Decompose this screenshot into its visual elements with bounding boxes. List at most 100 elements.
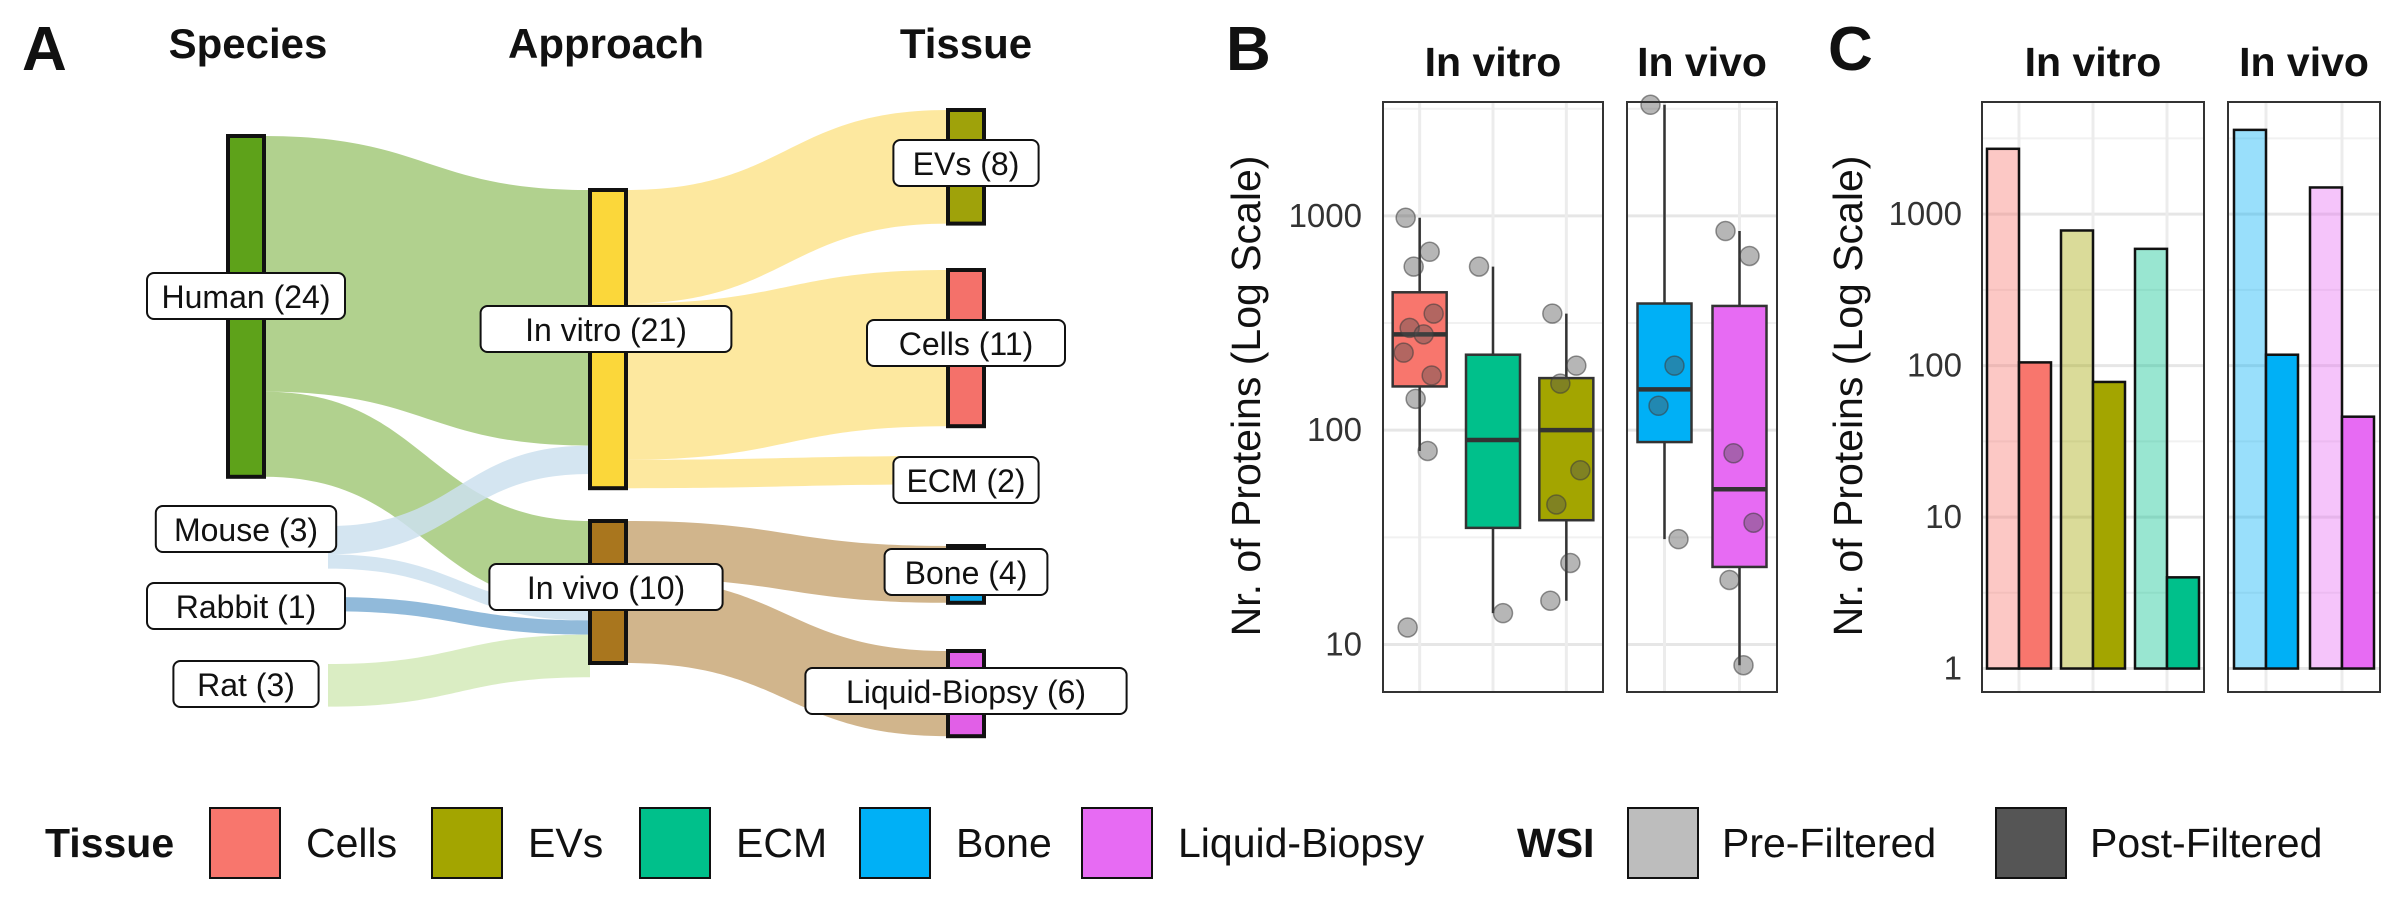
b-data-point [1715,220,1736,242]
b-data-point [1393,342,1414,363]
sankey-link-invitro-ecm [626,456,952,489]
b-data-point [1566,355,1587,376]
b-facet-frame [1382,101,1604,693]
c-bar-post-filtered [2264,353,2300,670]
b-box-body [1711,304,1768,569]
b-y-tick-100: 100 [1307,411,1362,448]
sankey-link-invivo-bone [626,521,948,603]
legend-item-liquid-biopsy: Liquid-Biopsy [1081,807,1425,879]
b-box-bone [1636,94,1693,550]
b-facet-title: In vitro [1425,39,1562,85]
legend-swatch-ecm [639,807,711,879]
legend-item-ecm: ECM [639,807,827,879]
legend-label-ecm: ECM [736,820,827,866]
bar-content: 1 10 100 1000 In vitro In vivo [1889,39,2381,693]
b-data-point [1492,602,1514,624]
b-data-point [1540,590,1561,611]
sankey-label-invitro: In vitro (21) [479,305,733,353]
c-facet-in-vivo: In vivo [2227,39,2381,693]
sankey-link-rat-invivo [328,634,590,707]
sankey-label-text-evs: EVs (8) [913,146,1020,182]
b-data-point [1560,552,1581,574]
sankey-label-box-bone [883,548,1049,596]
boxplot-content: 10 100 1000 In vitro In vivo [1289,39,1778,693]
b-data-point [1648,395,1669,417]
c-y-tick-10: 10 [1925,498,1962,535]
b-data-point [1468,256,1490,277]
c-bar-pre-filtered [1985,147,2021,670]
c-facet-in-vitro: In vitro [1981,39,2205,693]
legend-swatch-cells [209,807,281,879]
sankey-label-text-bone: Bone (4) [905,555,1028,591]
legend-label-bone: Bone [956,820,1052,866]
sankey-label-evs: EVs (8) [892,139,1040,187]
b-data-point [1546,494,1567,515]
b-data-point [1423,303,1444,324]
panel-label-a: A [22,15,67,84]
c-facet-title: In vivo [2239,39,2369,85]
sankey-panel: A Species Approach Tissue Human (24) Mous… [22,15,1128,739]
sankey-label-text-rabbit: Rabbit (1) [176,589,317,625]
legend-label-evs: EVs [528,820,603,866]
b-data-point [1419,241,1440,263]
b-box-body [1538,376,1595,522]
sankey-header-tissue: Tissue [900,20,1032,67]
sankey-label-text-liquid: Liquid-Biopsy (6) [846,674,1086,710]
boxplot-panel: B Nr. of Proteins (Log Scale) 10 100 1000 I… [1223,15,1778,693]
legend-label-liquid-biopsy: Liquid-Biopsy [1178,820,1425,866]
c-bar-pre-filtered [2232,128,2268,670]
legend-swatch-bone [859,807,931,879]
sankey-label-box-cells [866,319,1066,367]
legend-swatch-evs [431,807,503,879]
c-facet-title: In vitro [2025,39,2162,85]
c-facet-frame [2227,101,2381,693]
sankey-label-liquid: Liquid-Biopsy (6) [804,667,1128,715]
b-data-point [1550,373,1571,394]
c-y-tick-100: 100 [1907,347,1962,384]
b-data-point [1413,324,1434,345]
sankey-label-text-mouse: Mouse (3) [174,512,318,548]
legend-item-post-filtered: Post-Filtered [1995,807,2322,879]
legend-swatch-liquid-biopsy [1081,807,1153,879]
b-data-point [1395,207,1416,229]
sankey-label-box-liquid [804,667,1128,715]
c-bars-evs [2059,229,2127,670]
sankey-label-invivo: In vivo (10) [488,563,724,611]
sankey-label-bone: Bone (4) [883,548,1049,596]
b-data-point [1664,355,1685,376]
c-bar-post-filtered [2340,415,2376,670]
b-data-point [1405,388,1426,410]
b-data-point [1417,440,1438,462]
b-data-point [1542,303,1563,324]
legend-item-evs: EVs [431,807,603,879]
legend-item-cells: Cells [209,807,397,879]
sankey-header-species: Species [169,20,328,67]
b-y-tick-10: 10 [1325,625,1362,662]
b-data-point [1668,528,1689,550]
b-box-liquid-biopsy [1711,220,1768,676]
b-facet-in-vivo: In vivo [1626,39,1778,693]
b-box-ecm [1464,256,1522,624]
sankey-link-human-invivo [264,391,590,607]
b-data-point [1733,654,1754,676]
sankey-label-box-rat [172,660,320,708]
c-bars-cells [1985,147,2053,670]
c-bars-ecm [2133,247,2201,670]
sankey-link-human-invitro [264,136,590,446]
c-bar-pre-filtered [2308,186,2344,670]
sankey-labels: Human (24) Mouse (3) Rabbit (1) Rat (3) In v… [146,139,1128,715]
b-box-body [1636,302,1693,444]
sankey-header-approach: Approach [508,20,704,67]
legend: Tissue Cells EVs ECM Bone Liquid-Biopsy WSI … [45,807,2322,879]
legend-label-pre-filtered: Pre-Filtered [1722,820,1936,866]
b-facet-frame [1626,101,1778,693]
b-data-point [1743,512,1764,533]
b-y-tick-1000: 1000 [1289,197,1362,234]
c-bar-pre-filtered [2133,247,2169,670]
legend-title-tissue: Tissue [45,820,174,866]
c-bar-post-filtered [2017,361,2053,670]
sankey-label-box-invitro [479,305,733,353]
sankey-label-text-cells: Cells (11) [899,326,1034,362]
c-bar-post-filtered [2165,576,2201,670]
panel-label-b: B [1226,15,1271,84]
